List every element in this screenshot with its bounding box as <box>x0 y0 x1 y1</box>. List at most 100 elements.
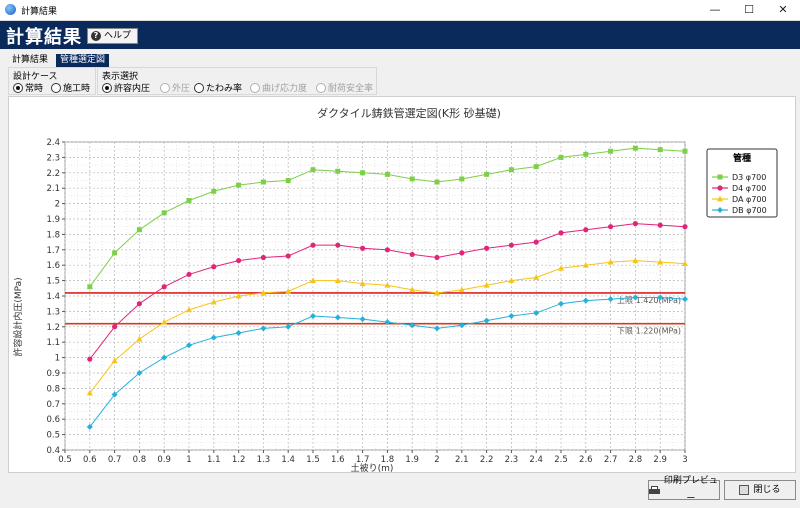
page-title: 計算結果 <box>6 27 82 48</box>
print-preview-button[interactable]: 印刷プレビュー <box>648 476 720 504</box>
data-point <box>434 179 440 185</box>
y-tick-label: 2.3 <box>46 153 60 163</box>
y-tick-label: 1.7 <box>46 246 60 256</box>
data-point <box>161 318 168 325</box>
maximize-button[interactable]: ☐ <box>744 3 754 16</box>
y-tick-label: 0.8 <box>46 384 60 394</box>
data-point <box>86 423 93 430</box>
radio-normal[interactable]: 常時 <box>13 81 43 94</box>
data-point <box>632 294 639 301</box>
tab-pipe-selection-chart[interactable]: 管種選定図 <box>56 54 110 67</box>
radio-allowable-pressure-label: 許容内圧 <box>114 84 151 94</box>
page-header: 計算結果 ? ヘルプ <box>0 21 800 49</box>
data-point <box>409 322 416 329</box>
data-point <box>533 164 539 170</box>
data-point <box>608 224 614 230</box>
chart-title: ダクタイル鋳鉄管選定図(K形 砂基礎) <box>317 106 501 120</box>
y-tick-label: 1.5 <box>46 277 60 287</box>
minimize-button[interactable]: — <box>709 3 721 16</box>
x-tick-label: 1.7 <box>356 455 370 465</box>
x-tick-label: 2.4 <box>529 455 543 465</box>
data-point <box>310 313 316 320</box>
data-point <box>359 280 366 287</box>
data-point <box>210 298 217 305</box>
data-point <box>583 151 589 157</box>
data-point <box>260 289 267 296</box>
data-point <box>360 170 366 176</box>
print-preview-label: 印刷プレビュー <box>663 476 718 504</box>
data-point <box>483 282 490 288</box>
x-tick-label: 0.7 <box>108 455 122 465</box>
options-bar: 設計ケース 常時 施工時 表示選択 許容内圧 外圧 たわみ率 曲げ応力度 <box>8 67 794 95</box>
data-point <box>483 317 490 324</box>
close-window-button[interactable]: ✕ <box>778 3 788 16</box>
y-tick-label: 2.4 <box>46 138 60 148</box>
data-point <box>632 221 639 227</box>
data-point <box>434 325 440 332</box>
data-point <box>310 167 316 173</box>
data-point <box>484 245 490 251</box>
data-point <box>161 284 167 290</box>
radio-external-pressure-label: 外圧 <box>172 84 191 94</box>
x-tick-label: 1 <box>186 455 191 465</box>
data-point <box>161 210 167 216</box>
x-tick-label: 2.5 <box>554 455 568 465</box>
data-point <box>508 313 515 320</box>
data-point <box>434 289 440 296</box>
radio-bending-stress-label: 曲げ応力度 <box>262 84 308 94</box>
radio-allowable-pressure[interactable]: 許容内圧 <box>102 81 150 94</box>
data-point <box>583 227 589 233</box>
data-point <box>111 391 118 398</box>
data-point <box>558 265 564 271</box>
data-point <box>211 188 217 194</box>
display-select-label: 表示選択 <box>102 72 139 82</box>
y-tick-label: 1 <box>55 354 60 364</box>
data-point <box>508 167 514 173</box>
x-tick-label: 2.8 <box>629 455 643 465</box>
y-tick-label: 2 <box>55 200 60 210</box>
close-button[interactable]: 閉じる <box>724 480 796 500</box>
data-point <box>632 145 638 151</box>
help-button[interactable]: ? ヘルプ <box>87 28 139 44</box>
data-point <box>186 198 192 204</box>
data-point <box>161 354 168 361</box>
radio-external-pressure-indicator <box>160 82 170 93</box>
radio-construction[interactable]: 施工時 <box>51 81 90 94</box>
data-point <box>186 342 192 349</box>
chart-legend: 管種 D3 φ700 D4 φ700 DA φ700 DB φ700 <box>706 148 778 218</box>
y-tick-label: 1.6 <box>46 261 60 271</box>
radio-construction-label: 施工時 <box>63 84 91 94</box>
data-point <box>186 271 192 278</box>
radio-bending-stress-indicator <box>250 82 260 93</box>
y-tick-label: 1.8 <box>46 230 60 240</box>
data-point <box>260 254 266 261</box>
data-point <box>682 296 688 303</box>
data-point <box>112 324 118 330</box>
data-point <box>360 245 366 251</box>
window-title: 計算結果 <box>21 7 58 17</box>
data-point <box>458 286 465 293</box>
y-tick-label: 1.3 <box>46 307 60 317</box>
radio-bending-stress: 曲げ応力度 <box>250 81 307 94</box>
data-point <box>384 282 391 288</box>
legend-entry: D3 φ700 <box>732 173 766 182</box>
y-tick-label: 0.4 <box>46 446 60 456</box>
data-point <box>112 250 118 256</box>
display-select-group: 表示選択 許容内圧 外圧 たわみ率 曲げ応力度 耐荷安全率 <box>97 67 377 95</box>
legend-entry: D4 φ700 <box>732 184 766 193</box>
limit-label: 下限 1.220(MPa) <box>617 327 681 336</box>
x-tick-label: 2.7 <box>604 455 618 465</box>
data-point <box>87 284 93 290</box>
data-point <box>657 222 663 228</box>
chart-panel: 0.5 0.6 0.7 0.8 0.9 1 1.1 1.2 1.3 1.4 1.5 1.6 1.7 1.8… <box>8 96 796 473</box>
x-tick-label: 0.8 <box>133 455 147 465</box>
data-point <box>285 253 291 259</box>
data-point <box>384 247 390 253</box>
radio-deflection[interactable]: たわみ率 <box>194 81 242 94</box>
y-tick-label: 0.9 <box>46 369 60 379</box>
x-tick-label: 1.2 <box>232 455 246 465</box>
tab-calculation-result[interactable]: 計算結果 <box>12 55 49 65</box>
data-point <box>335 168 341 174</box>
radio-load-safety: 耐荷安全率 <box>316 81 373 94</box>
close-door-icon <box>739 485 750 495</box>
